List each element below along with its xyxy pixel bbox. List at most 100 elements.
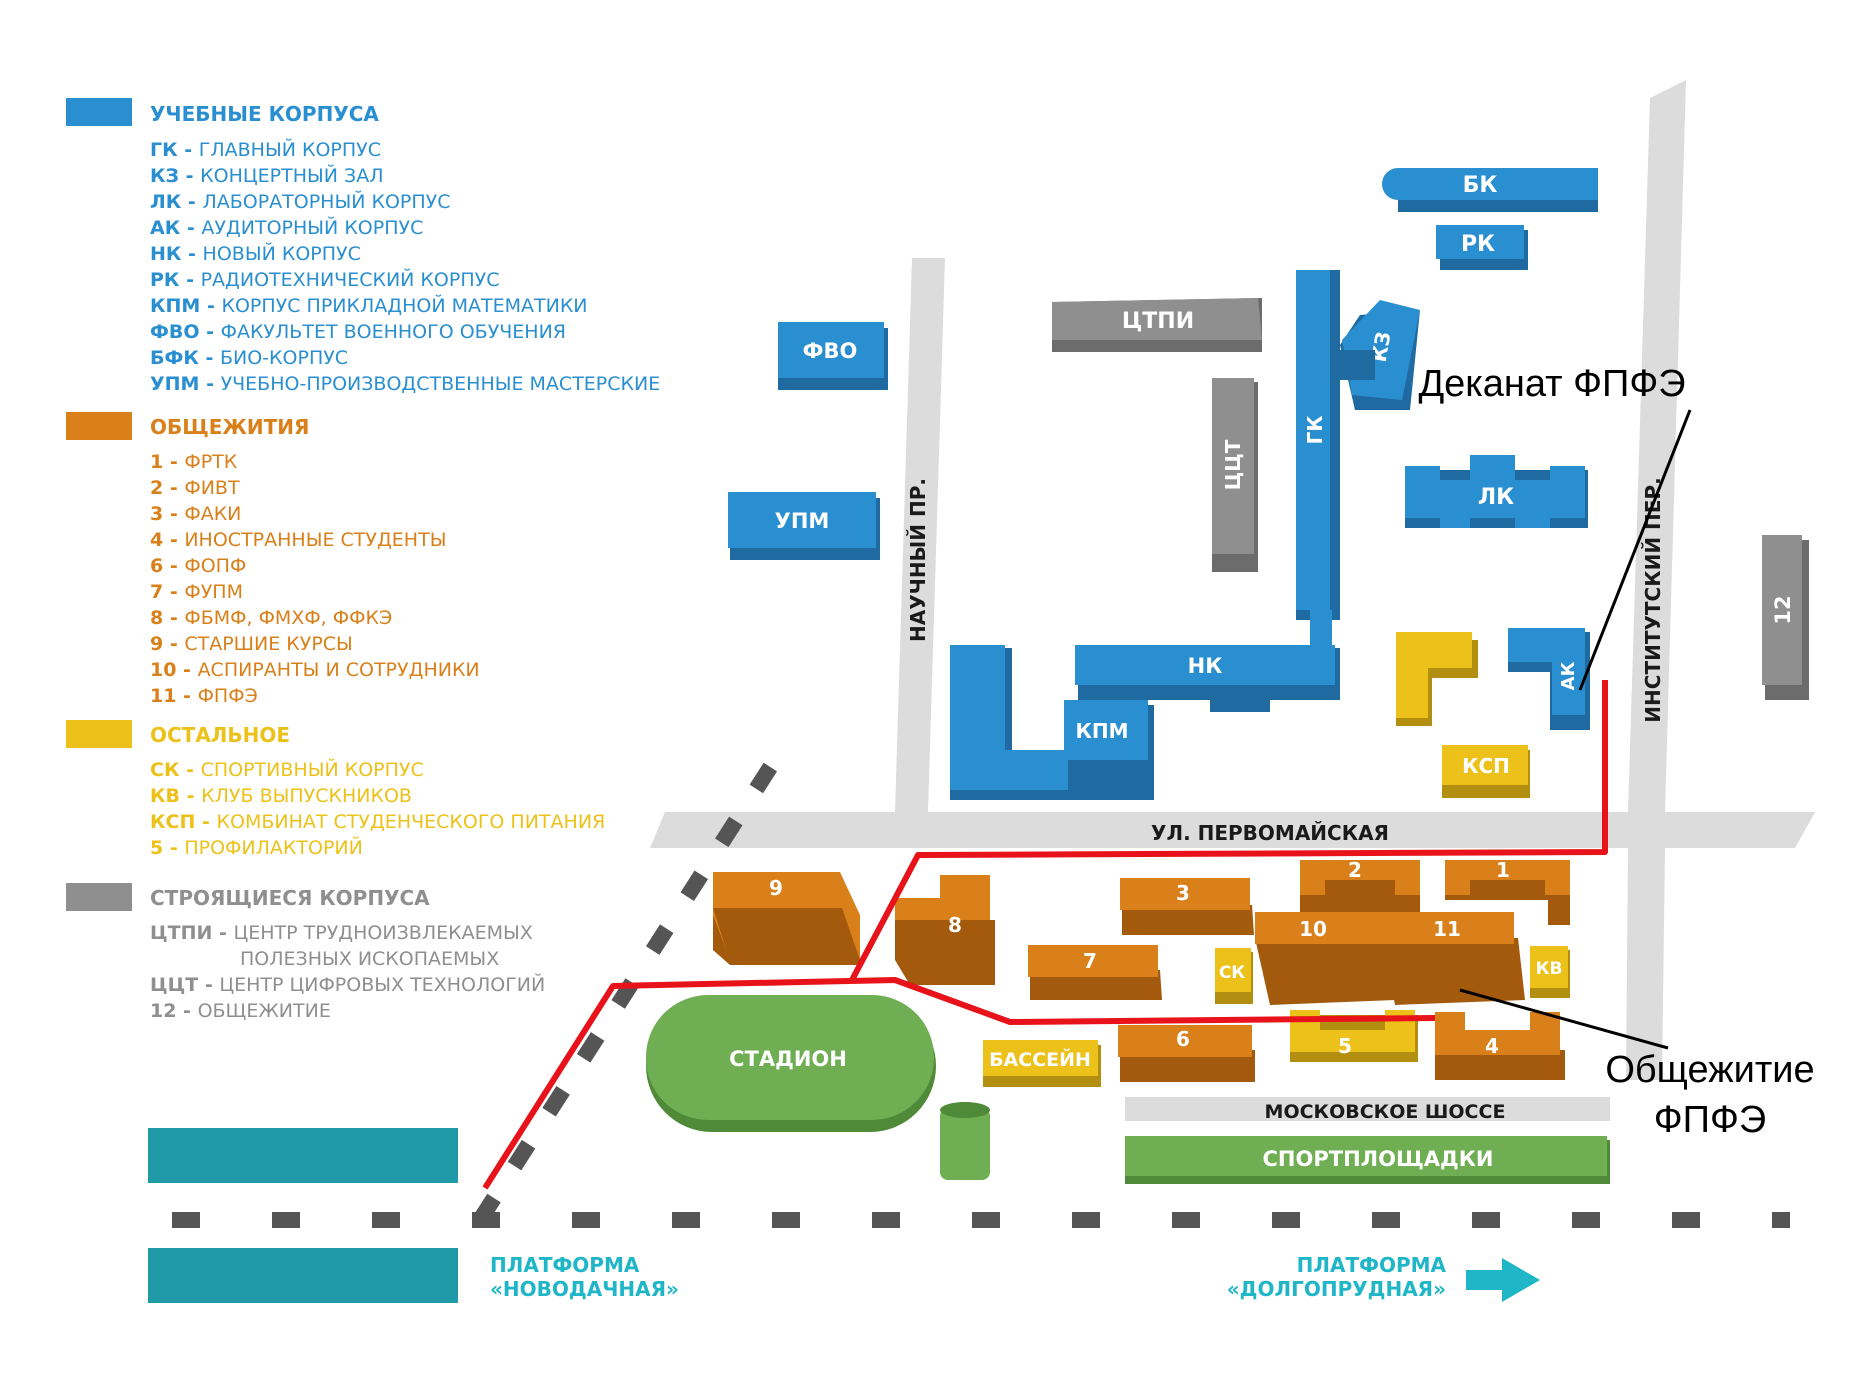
svg-text:ЛК: ЛК	[1478, 485, 1514, 510]
street-moskovskoe	[1125, 1097, 1610, 1121]
building-yellow-corner	[1396, 632, 1478, 726]
building-5[interactable]: 5	[1290, 1010, 1418, 1062]
svg-text:ЦТПИ: ЦТПИ	[1122, 309, 1194, 334]
legend-swatch-academic	[66, 98, 132, 126]
street-pervomayskaya	[650, 812, 1815, 848]
svg-text:АК: АК	[1558, 661, 1579, 690]
svg-text:СТАДИОН: СТАДИОН	[729, 1047, 847, 1071]
building-sk[interactable]: СК	[1215, 948, 1253, 1004]
building-12[interactable]: 12	[1762, 535, 1809, 700]
building-kv[interactable]: КВ	[1530, 946, 1570, 998]
street-label-institutsky: ИНСТИТУТСКИЙ ПЕР.	[1641, 477, 1665, 722]
legend-item-dorms: 11 - ФПФЭ	[150, 685, 258, 707]
svg-text:6: 6	[1176, 1027, 1190, 1051]
legend-item-other: КВ - КЛУБ ВЫПУСКНИКОВ	[150, 785, 412, 807]
legend-item-academic: РК - РАДИОТЕХНИЧЕСКИЙ КОРПУС	[150, 268, 499, 291]
platform-novodachnaya-line1: ПЛАТФОРМА	[490, 1253, 640, 1277]
svg-text:ФВО: ФВО	[803, 339, 858, 363]
building-1[interactable]: 1	[1445, 858, 1570, 925]
svg-text:УПМ: УПМ	[775, 509, 830, 533]
stadium[interactable]: СТАДИОН	[646, 995, 936, 1132]
building-ak[interactable]: АК	[1508, 628, 1590, 730]
platform-dolgoprudnaya-line1: ПЛАТФОРМА	[1297, 1253, 1447, 1277]
route-path-north	[849, 680, 1608, 982]
building-rk[interactable]: РК	[1436, 225, 1528, 270]
svg-text:КСП: КСП	[1462, 754, 1510, 778]
building-3[interactable]: 3	[1120, 878, 1254, 935]
svg-text:БК: БК	[1463, 173, 1498, 198]
svg-text:9: 9	[769, 876, 783, 900]
building-ksp[interactable]: КСП	[1442, 745, 1530, 798]
arrow-right-icon	[1466, 1258, 1540, 1302]
svg-text:РК: РК	[1461, 232, 1495, 257]
legend-item-construction: ЦТПИ - ЦЕНТР ТРУДНОИЗВЛЕКАЕМЫХ	[150, 922, 533, 944]
teal-block-upper	[148, 1128, 458, 1183]
svg-text:КВ: КВ	[1536, 959, 1563, 979]
building-11[interactable]: 11	[1382, 912, 1525, 1005]
teal-block-lower	[148, 1248, 458, 1303]
building-bassein[interactable]: БАССЕЙН	[983, 1040, 1101, 1087]
legend-item-academic: ЛК - ЛАБОРАТОРНЫЙ КОРПУС	[150, 190, 451, 213]
building-8[interactable]: 8	[895, 875, 995, 985]
sports-grounds[interactable]: СПОРТПЛОЩАДКИ	[1125, 1136, 1610, 1184]
legend-item-academic: БФК - БИО-КОРПУС	[150, 347, 348, 369]
svg-text:8: 8	[948, 913, 962, 937]
green-cylinder	[940, 1102, 990, 1180]
svg-text:ГК: ГК	[1303, 415, 1327, 445]
legend-item-academic: ФВО - ФАКУЛЬТЕТ ВОЕННОГО ОБУЧЕНИЯ	[150, 321, 566, 343]
building-cct[interactable]: ЦЦТ	[1212, 378, 1258, 572]
street-label-pervomayskaya: УЛ. ПЕРВОМАЙСКАЯ	[1151, 821, 1389, 845]
svg-text:СПОРТПЛОЩАДКИ: СПОРТПЛОЩАДКИ	[1263, 1147, 1494, 1171]
legend-item-dorms: 8 - ФБМФ, ФМХФ, ФФКЭ	[150, 607, 392, 629]
svg-text:ЦЦТ: ЦЦТ	[1221, 439, 1245, 490]
building-upm[interactable]: УПМ	[728, 492, 880, 560]
legend-item-academic: УПМ - УЧЕБНО-ПРОИЗВОДСТВЕННЫЕ МАСТЕРСКИЕ	[150, 373, 660, 395]
svg-text:7: 7	[1083, 949, 1097, 973]
svg-text:12: 12	[1771, 595, 1795, 624]
building-6[interactable]: 6	[1118, 1025, 1255, 1082]
legend-item-other: СК - СПОРТИВНЫЙ КОРПУС	[150, 758, 424, 781]
building-fvo[interactable]: ФВО	[778, 322, 888, 390]
svg-text:НК: НК	[1188, 654, 1223, 678]
route-path	[482, 977, 1436, 1190]
legend-item-dorms: 3 - ФАКИ	[150, 503, 241, 525]
building-kpm[interactable]: КПМ	[950, 645, 1154, 800]
street-label-nauchny: НАУЧНЫЙ ПР.	[906, 478, 930, 642]
building-10[interactable]: 10	[1255, 912, 1395, 1005]
building-nk[interactable]: НК	[1075, 645, 1340, 712]
building-gk[interactable]: ГК	[1296, 270, 1375, 646]
street-institutsky	[1628, 80, 1686, 812]
legend-item-construction: ЦЦТ - ЦЕНТР ЦИФРОВЫХ ТЕХНОЛОГИЙ	[150, 973, 545, 996]
legend: УЧЕБНЫЕ КОРПУСА ГК - ГЛАВНЫЙ КОРПУС КЗ - …	[66, 98, 660, 1022]
legend-item-dorms: 9 - СТАРШИЕ КУРСЫ	[150, 633, 353, 655]
building-lk[interactable]: ЛК	[1405, 455, 1588, 528]
building-bk[interactable]: БК	[1382, 168, 1598, 212]
building-4[interactable]: 4	[1435, 1012, 1565, 1080]
svg-text:БАССЕЙН: БАССЕЙН	[989, 1048, 1091, 1071]
svg-text:10: 10	[1299, 917, 1327, 941]
legend-item-other: КСП - КОМБИНАТ СТУДЕНЧЕСКОГО ПИТАНИЯ	[150, 811, 605, 833]
legend-item-academic: КЗ - КОНЦЕРТНЫЙ ЗАЛ	[150, 164, 383, 187]
building-ctpi[interactable]: ЦТПИ	[1052, 298, 1262, 352]
callout-dorm-line2: ФПФЭ	[1654, 1099, 1766, 1141]
svg-text:4: 4	[1485, 1034, 1499, 1058]
svg-text:КПМ: КПМ	[1076, 719, 1129, 743]
callout-line-dean	[1578, 409, 1692, 691]
legend-swatch-other	[66, 720, 132, 748]
building-2[interactable]: 2	[1300, 858, 1420, 915]
street-nauchny	[895, 258, 945, 812]
legend-title-academic: УЧЕБНЫЕ КОРПУСА	[150, 102, 379, 126]
building-kz[interactable]: КЗ	[1340, 300, 1420, 410]
legend-item-other: 5 - ПРОФИЛАКТОРИЙ	[150, 836, 363, 859]
svg-text:3: 3	[1176, 881, 1190, 905]
legend-item-dorms: 7 - ФУПМ	[150, 581, 243, 603]
building-7[interactable]: 7	[1028, 945, 1162, 1000]
legend-item-academic: АК - АУДИТОРНЫЙ КОРПУС	[150, 216, 423, 239]
svg-text:11: 11	[1433, 917, 1461, 941]
svg-text:1: 1	[1496, 858, 1510, 882]
legend-title-construction: СТРОЯЩИЕСЯ КОРПУСА	[150, 886, 430, 910]
svg-text:СК: СК	[1219, 963, 1245, 983]
building-9[interactable]: 9	[713, 872, 860, 965]
svg-text:2: 2	[1348, 858, 1362, 882]
